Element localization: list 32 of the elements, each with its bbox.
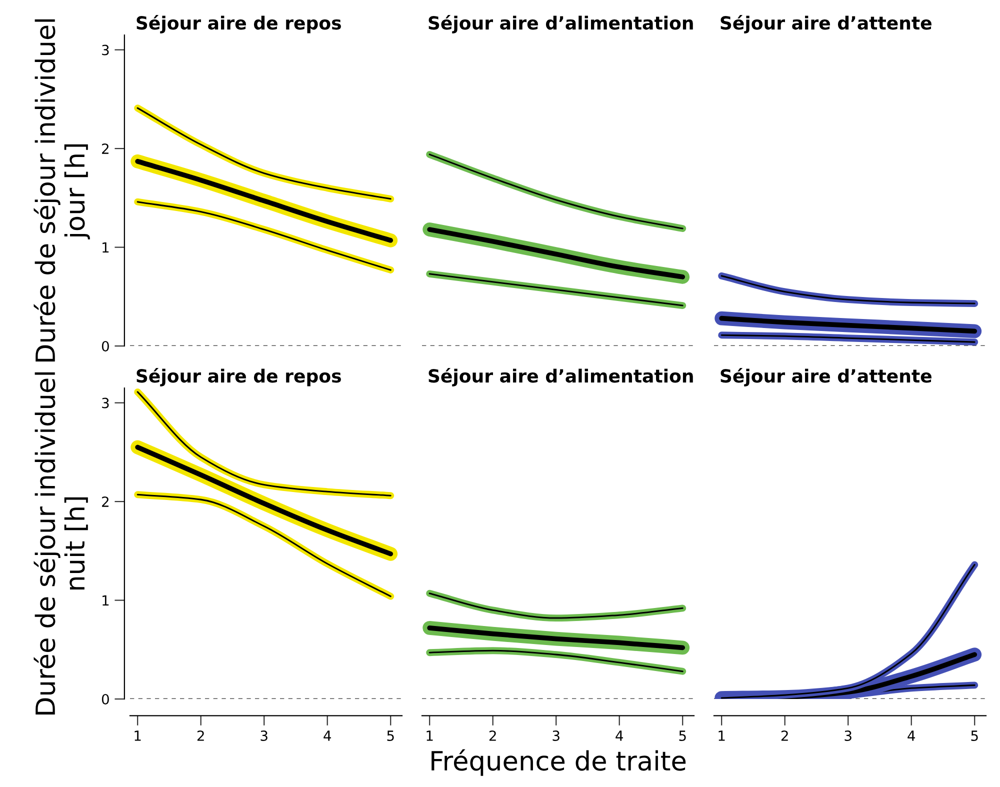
x-tick-label: 3 [552, 730, 560, 741]
chart-title: Séjour aire d’alimentation [428, 15, 693, 34]
y-tick-label: 2 [102, 144, 108, 154]
x-tick-label: 4 [616, 730, 623, 741]
y-tick-label: 0 [102, 340, 109, 352]
x-tick-label: 5 [679, 730, 686, 741]
y-tick-label: 0 [102, 694, 109, 704]
y-tick-label: 1 [102, 595, 109, 606]
chart-title: Séjour aire d’attente [720, 368, 932, 386]
x-tick-label: 4 [324, 730, 331, 741]
x-tick-label: 1 [134, 730, 141, 741]
x-tick-label: 2 [781, 730, 788, 741]
y-axis-title: Durée de séjour individuel nuit [h] [34, 372, 88, 714]
chart-title: Séjour aire de repos [136, 368, 341, 386]
y-tick-label: 2 [102, 496, 108, 507]
chart-title: Séjour aire d’attente [720, 15, 932, 34]
chart-title: Séjour aire de repos [136, 15, 341, 34]
chart-title: Séjour aire d’alimentation [428, 368, 693, 386]
x-tick-label: 1 [426, 730, 433, 741]
y-tick-label: 1 [102, 242, 109, 253]
x-tick-label: 3 [844, 730, 852, 741]
x-tick-label: 1 [718, 730, 725, 741]
x-tick-label: 3 [260, 730, 268, 741]
y-tick-label: 3 [102, 398, 109, 408]
x-tick-label: 5 [971, 730, 978, 741]
x-tick-label: 2 [197, 730, 204, 741]
x-tick-label: 4 [908, 730, 915, 741]
y-axis-title: Durée de séjour individuel jour [h] [34, 19, 90, 362]
x-axis-title: Fréquence de traite [432, 749, 686, 776]
x-tick-label: 5 [387, 730, 394, 741]
y-tick-label: 3 [102, 44, 109, 56]
x-tick-label: 2 [489, 730, 496, 741]
